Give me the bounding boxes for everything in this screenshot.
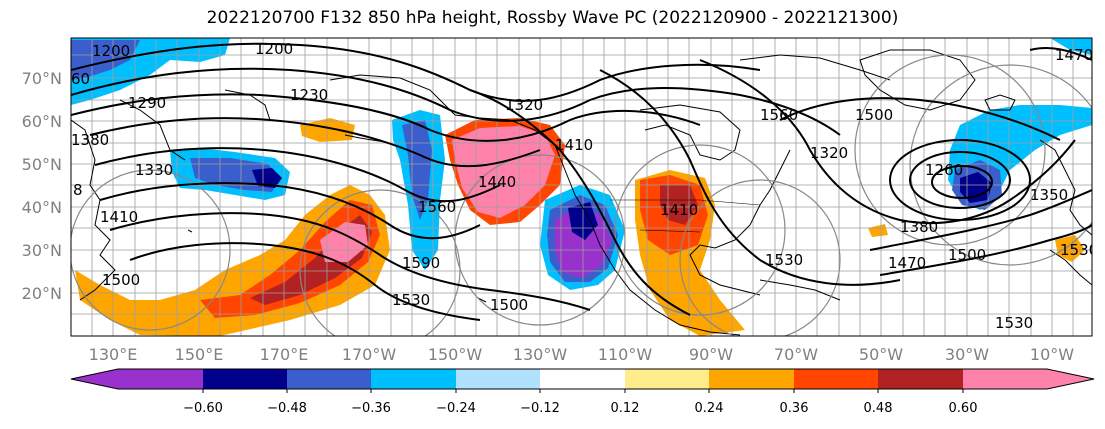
colorbar-tick-label: 0.60 (949, 401, 978, 416)
contour-label: 1500 (855, 106, 893, 124)
contour-label-set: 1200 1200 1230 1290 1320 1410 1380 1330 … (71, 40, 1098, 332)
colorbar-tick-label: 0.36 (780, 401, 809, 416)
lon-label: 110°W (598, 345, 653, 364)
contour-label: 1500 (490, 296, 528, 314)
lat-label: 30°N (22, 241, 62, 260)
colorbar-bin (963, 369, 1047, 389)
colorbar-tick-label: −0.24 (436, 401, 476, 416)
contour-label: 1200 (255, 40, 293, 58)
contour-label: 1590 (402, 254, 440, 272)
contour-label: 60 (71, 70, 90, 88)
colorbar-tick-label: 0.48 (864, 401, 893, 416)
contour-label: 1530 (392, 291, 430, 309)
contour-label: 1410 (660, 201, 698, 219)
contour-label: 1560 (760, 106, 798, 124)
lon-label: 50°W (859, 345, 903, 364)
lon-label: 30°W (945, 345, 989, 364)
lon-label: 70°W (774, 345, 818, 364)
contour-label: 1410 (555, 136, 593, 154)
lat-label: 20°N (22, 284, 62, 303)
colorbar-bin (794, 369, 878, 389)
colorbar-tick-label: 0.24 (695, 401, 724, 416)
lon-label: 90°W (689, 345, 733, 364)
lon-label: 150°W (428, 345, 483, 364)
colorbar-bin (287, 369, 371, 389)
contour-label: 1380 (900, 218, 938, 236)
lat-label: 60°N (22, 112, 62, 131)
contour-label: 1530 (1060, 241, 1098, 259)
contour-label: 1290 (128, 94, 166, 112)
colorbar-bin (540, 369, 625, 389)
lon-label: 150°E (175, 345, 224, 364)
contour-label: 1470 (888, 254, 926, 272)
contour-label: 1200 (92, 42, 130, 60)
contour-label: 1530 (995, 314, 1033, 332)
contour-label: 1440 (478, 173, 516, 191)
colorbar-tick-label: −0.12 (520, 401, 560, 416)
contour-label: 1320 (810, 144, 848, 162)
colorbar-tick-label: −0.48 (267, 401, 307, 416)
contour-label: 1330 (135, 161, 173, 179)
lat-label: 70°N (22, 69, 62, 88)
colorbar-extend-low (71, 369, 118, 389)
contour-label: 8 (73, 181, 83, 199)
colorbar-bin (709, 369, 794, 389)
colorbar-bin (456, 369, 540, 389)
contour-label: 1530 (765, 251, 803, 269)
colorbar-bin (118, 369, 203, 389)
colorbar-bin (203, 369, 287, 389)
coastlines (71, 49, 1092, 336)
map-title: 2022120700 F132 850 hPa height, Rossby W… (206, 8, 899, 28)
contour-label: 1230 (290, 86, 328, 104)
lon-label: 130°W (513, 345, 568, 364)
colorbar: −0.60 −0.48 −0.36 −0.24 −0.12 0.12 0.24 … (70, 368, 1095, 416)
contour-label: 1320 (505, 96, 543, 114)
map-frame (70, 37, 1093, 337)
lat-label: 40°N (22, 198, 62, 217)
lon-label: 130°E (89, 345, 138, 364)
contour-label: 1560 (418, 198, 456, 216)
colorbar-bin (625, 369, 709, 389)
contour-label: 1380 (71, 131, 109, 149)
contour-label: 1500 (948, 246, 986, 264)
contour-label: 1260 (925, 161, 963, 179)
contour-label: 1350 (1030, 186, 1068, 204)
lat-label: 50°N (22, 155, 62, 174)
lon-label: 170°W (342, 345, 397, 364)
contour-label: 1410 (100, 208, 138, 226)
colorbar-tick-label: 0.12 (611, 401, 640, 416)
colorbar-bin (371, 369, 456, 389)
lon-label: 170°E (260, 345, 309, 364)
colorbar-extend-high (1047, 369, 1094, 389)
latitude-labels: 70°N 60°N 50°N 40°N 30°N 20°N (22, 69, 62, 303)
height-contours (71, 42, 1092, 321)
contour-label: 1500 (102, 271, 140, 289)
colorbar-tick-label: −0.60 (183, 401, 223, 416)
colorbar-outline (70, 368, 1095, 390)
contour-label: 1470 (1055, 46, 1093, 64)
lon-label: 10°W (1030, 345, 1074, 364)
reference-circles (71, 54, 1092, 336)
longitude-labels: 130°E 150°E 170°E 170°W 150°W 130°W 110°… (89, 345, 1075, 364)
colorbar-tick-label: −0.36 (351, 401, 391, 416)
colorbar-bin (878, 369, 963, 389)
